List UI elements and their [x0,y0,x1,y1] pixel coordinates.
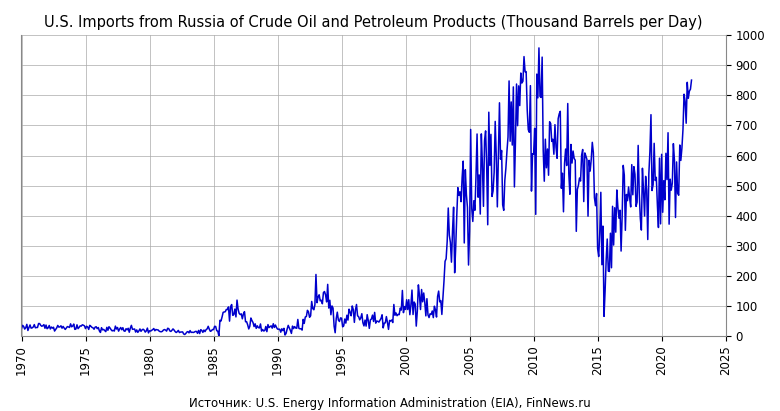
Title: U.S. Imports from Russia of Crude Oil and Petroleum Products (Thousand Barrels p: U.S. Imports from Russia of Crude Oil an… [44,15,703,30]
Text: Источник: U.S. Energy Information Administration (EIA), FinNews.ru: Источник: U.S. Energy Information Admini… [189,397,591,410]
